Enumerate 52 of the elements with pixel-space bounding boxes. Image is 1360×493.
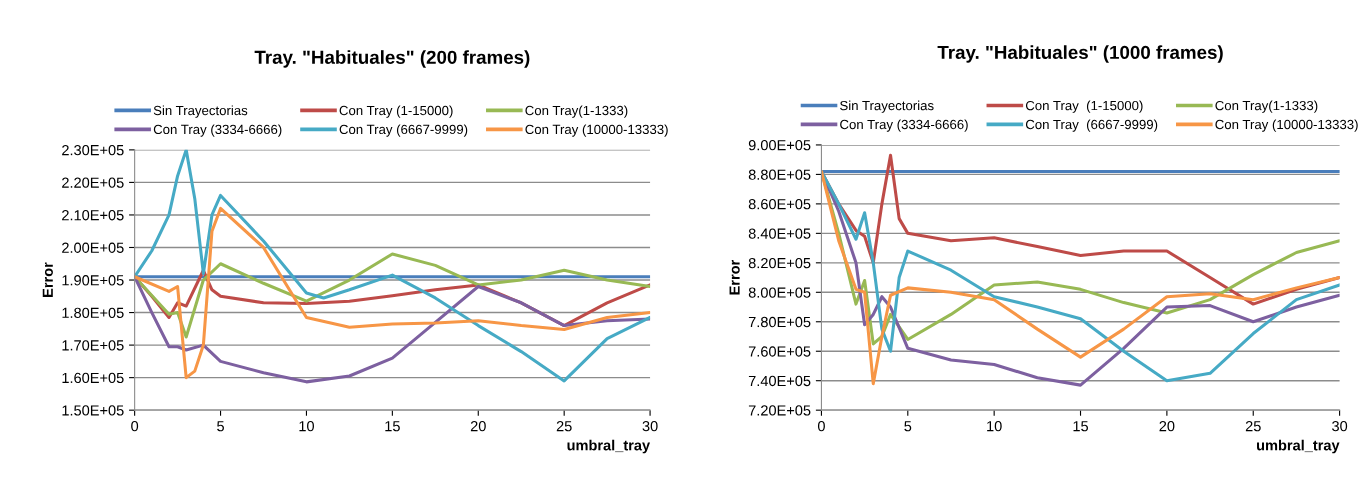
- y-tick-label: 8.80E+05: [748, 169, 811, 180]
- y-tick-label: 1.50E+05: [62, 405, 124, 416]
- chart-title: Tray. "Habituales" (1000 frames): [937, 45, 1223, 63]
- y-tick-label: 9.00E+05: [748, 140, 811, 151]
- x-tick-label: 0: [131, 420, 139, 432]
- y-tick-label: 1.90E+05: [62, 275, 124, 286]
- legend-label: Sin Trayectorias: [153, 105, 248, 118]
- legend-label: Con Tray(1-1333): [525, 105, 628, 118]
- y-tick-label: 2.20E+05: [62, 177, 124, 188]
- x-axis-title: umbral_tray: [567, 439, 651, 454]
- y-tick-label: 8.60E+05: [748, 198, 811, 210]
- y-tick-label: 1.80E+05: [62, 307, 124, 318]
- x-tick-label: 0: [817, 420, 825, 432]
- y-tick-label: 2.30E+05: [62, 144, 124, 156]
- x-tick-label: 30: [1332, 420, 1348, 432]
- y-tick-label: 1.70E+05: [62, 340, 124, 351]
- y-tick-label: 2.00E+05: [62, 242, 124, 253]
- x-tick-label: 10: [299, 420, 314, 432]
- legend-label: Con Tray (3334-6666): [840, 119, 968, 132]
- x-tick-label: 5: [217, 421, 224, 432]
- x-tick-label: 25: [556, 420, 572, 432]
- legend-label: Sin Trayectorias: [840, 100, 934, 113]
- line-series: [134, 206, 651, 380]
- y-tick-label: 8.20E+05: [748, 257, 811, 269]
- y-axis-title: Error: [42, 262, 53, 297]
- x-tick-label: 10: [987, 420, 1002, 432]
- legend-label: Con Tray (10000-13333): [1215, 119, 1358, 132]
- x-tick-label: 25: [1245, 420, 1261, 432]
- legend-label: Con Tray (3334-6666): [153, 124, 282, 137]
- y-axis-title: Error: [729, 259, 740, 295]
- y-tick-label: 7.40E+05: [748, 375, 811, 387]
- legend-label: Con Tray (10000-13333): [525, 124, 668, 137]
- legend-label: Con Tray(1-1333): [1215, 100, 1318, 113]
- x-tick-label: 15: [1073, 421, 1089, 432]
- legend-label: Con Tray (1-15000): [339, 105, 453, 118]
- y-tick-label: 2.10E+05: [62, 210, 124, 221]
- y-tick-label: 7.20E+05: [748, 405, 811, 416]
- y-tick-label: 8.00E+05: [748, 287, 811, 298]
- legend-label: Con Tray (6667-9999): [339, 124, 468, 137]
- x-tick-label: 5: [904, 421, 912, 432]
- x-tick-label: 20: [470, 420, 486, 432]
- y-tick-label: 7.60E+05: [748, 346, 811, 357]
- legend-label: Con Tray (6667-9999): [1025, 119, 1158, 132]
- x-tick-label: 30: [642, 420, 658, 432]
- x-axis-title: umbral_tray: [1257, 439, 1340, 454]
- legend-label: Con Tray (1-15000): [1025, 100, 1143, 113]
- x-tick-label: 20: [1159, 420, 1175, 432]
- y-tick-label: 1.60E+05: [62, 372, 124, 384]
- chart-title: Tray. "Habituales" (200 frames): [254, 50, 530, 68]
- x-tick-label: 15: [385, 421, 400, 432]
- y-tick-label: 7.80E+05: [748, 316, 811, 328]
- y-tick-label: 8.40E+05: [748, 228, 811, 239]
